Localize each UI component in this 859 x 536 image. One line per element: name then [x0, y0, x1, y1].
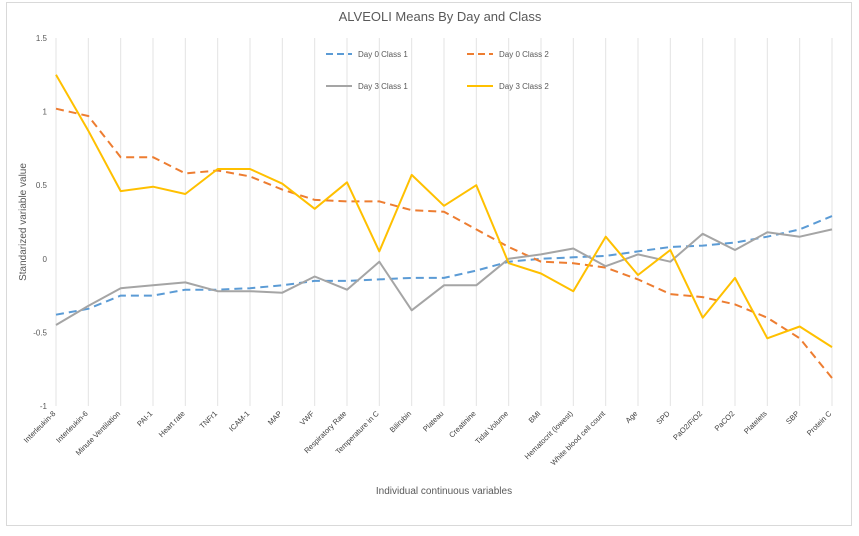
legend-label-day-0-class-2: Day 0 Class 2 [499, 50, 549, 59]
x-tick-label: Bilirubin [388, 409, 413, 434]
legend-label-day-0-class-1: Day 0 Class 1 [358, 50, 408, 59]
x-tick-label: BMI [527, 409, 543, 425]
x-tick-label: Platelets [742, 409, 769, 436]
x-tick-label: Tidal Volume [473, 409, 510, 446]
x-tick-label: Plateau [421, 409, 445, 433]
x-tick-label: ICAM-1 [227, 409, 251, 433]
x-tick-label: TNFr1 [198, 409, 219, 430]
x-tick-label: Protein C [805, 409, 834, 438]
x-tick-label: SPD [654, 409, 672, 427]
x-tick-label: Age [624, 409, 640, 425]
y-tick-label: -0.5 [33, 328, 47, 337]
x-tick-label: Creatinine [447, 409, 478, 440]
x-tick-label: PaCO2 [713, 409, 737, 433]
y-tick-labels: -1 -0.5 0 0.5 1 1.5 [33, 34, 47, 411]
y-tick-label: 1 [43, 108, 48, 117]
y-tick-label: -1 [40, 402, 48, 411]
x-tick-label: MAP [266, 409, 284, 427]
y-tick-label: 0 [43, 255, 48, 264]
series-line-day-0-class-2 [55, 107, 833, 379]
x-tick-label: VWF [298, 409, 316, 427]
x-tick-label: SBP [784, 409, 801, 426]
x-axis-title: Individual continuous variables [376, 486, 512, 497]
series-line-day-3-class-1 [55, 228, 833, 326]
x-tick-label: White blood cell count [549, 408, 608, 467]
chart-title: ALVEOLI Means By Day and Class [339, 9, 542, 24]
x-tick-label: Interleukin-8 [22, 409, 58, 445]
series-lines [55, 74, 833, 379]
y-axis-title: Standarized variable value [18, 163, 29, 281]
gridlines [55, 38, 833, 406]
legend-label-day-3-class-1: Day 3 Class 1 [358, 82, 408, 91]
series-line-day-3-class-2 [55, 74, 833, 348]
chart-frame [6, 2, 852, 526]
legend: Day 0 Class 1 Day 0 Class 2 Day 3 Class 1 D… [326, 50, 549, 91]
y-tick-label: 0.5 [36, 181, 48, 190]
x-tick-label: PAI-1 [135, 409, 154, 428]
y-tick-label: 1.5 [36, 34, 48, 43]
x-tick-label: PaO2/FiO2 [671, 409, 704, 442]
legend-label-day-3-class-2: Day 3 Class 2 [499, 82, 549, 91]
x-tick-label: Heart rate [157, 409, 187, 439]
series-line-day-0-class-1 [55, 215, 833, 316]
